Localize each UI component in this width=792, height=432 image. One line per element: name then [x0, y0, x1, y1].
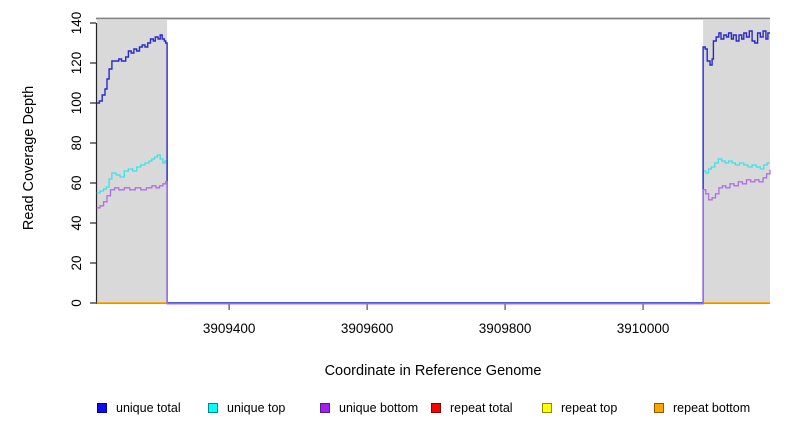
- legend-item-unique-total: unique total: [97, 401, 181, 415]
- legend-swatch-icon: [542, 403, 552, 413]
- legend-item-unique-top: unique top: [208, 401, 285, 415]
- y-tick-label: 40: [69, 215, 84, 230]
- legend-label: unique bottom: [339, 401, 419, 415]
- y-tick-label: 20: [69, 255, 84, 270]
- x-axis-title: Coordinate in Reference Genome: [324, 363, 542, 379]
- legend: unique total unique top unique bottom repea…: [0, 401, 792, 419]
- legend-label: unique total: [116, 401, 181, 415]
- series-unique-total: [96, 30, 770, 304]
- legend-item-unique-bottom: unique bottom: [320, 401, 418, 415]
- y-tick-label: 140: [69, 12, 84, 35]
- legend-label: unique top: [227, 401, 286, 415]
- legend-label: repeat bottom: [673, 401, 751, 415]
- legend-swatch-icon: [654, 403, 664, 413]
- legend-swatch-icon: [320, 403, 330, 413]
- y-tick-label: 60: [69, 175, 84, 190]
- y-tick-label: 0: [69, 299, 84, 307]
- legend-item-repeat-top: repeat top: [542, 401, 617, 415]
- x-tick-label: 3910000: [617, 321, 670, 336]
- legend-item-repeat-total: repeat total: [431, 401, 513, 415]
- x-tick-label: 3909600: [341, 321, 394, 336]
- shaded-region: [703, 20, 770, 303]
- shaded-region: [96, 20, 168, 303]
- x-tick-label: 3909800: [479, 321, 532, 336]
- y-axis-title: Read Coverage Depth: [21, 85, 37, 231]
- y-tick-label: 80: [69, 135, 84, 150]
- legend-swatch-icon: [431, 403, 441, 413]
- legend-label: repeat total: [450, 401, 513, 415]
- series-unique-bottom: [96, 169, 771, 305]
- series-unique-top: [96, 154, 770, 304]
- legend-swatch-icon: [208, 403, 218, 413]
- legend-swatch-icon: [97, 403, 107, 413]
- y-tick-label: 100: [69, 92, 84, 115]
- legend-label: repeat top: [561, 401, 618, 415]
- legend-item-repeat-bottom: repeat bottom: [654, 401, 750, 415]
- coverage-plot: 0 20 40 60 80 100 120 140 3909400 3909600 3909800 3…: [69, 12, 771, 336]
- x-tick-label: 3909400: [203, 321, 256, 336]
- y-tick-label: 120: [69, 52, 84, 75]
